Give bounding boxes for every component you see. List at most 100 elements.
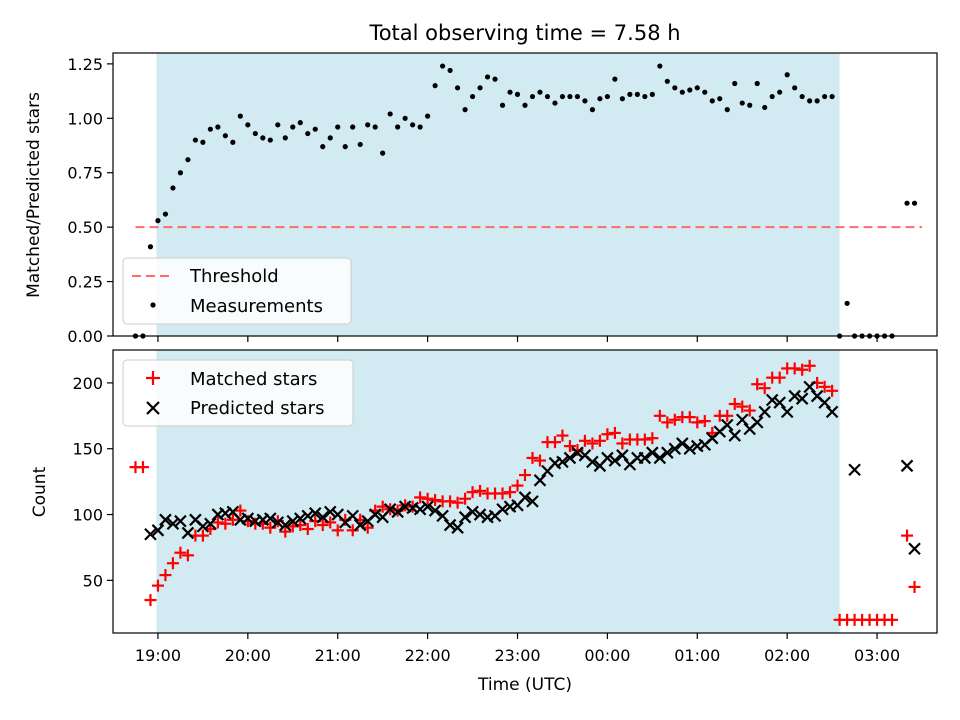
measurement-point: [440, 63, 446, 69]
measurement-point: [702, 89, 708, 95]
bottom-x-tick-label: 21:00: [315, 646, 361, 665]
measurement-point: [387, 111, 393, 117]
matched-star-point: [219, 517, 232, 530]
predicted-star-point: [563, 451, 577, 465]
predicted-star-point: [773, 396, 786, 409]
measurement-point: [717, 96, 723, 102]
matched-star-point: [826, 384, 839, 397]
bottom-x-tick-label: 02:00: [764, 646, 810, 665]
measurement-point: [155, 218, 161, 224]
measurement-point: [484, 74, 491, 80]
measurement-point: [417, 124, 423, 130]
matched-star-point: [886, 613, 899, 626]
predicted-star-point: [204, 517, 217, 531]
measurement-point: [612, 76, 618, 82]
measurement-point: [807, 98, 813, 104]
bottom-x-tick-label: 03:00: [854, 646, 900, 665]
measurement-point: [215, 124, 221, 130]
matched-star-point: [264, 521, 277, 534]
matched-star-point: [586, 437, 599, 450]
matched-star-point: [234, 504, 247, 517]
predicted-star-point: [758, 405, 771, 419]
measurement-point: [619, 96, 625, 102]
predicted-star-point: [803, 380, 816, 394]
predicted-star-point: [661, 446, 674, 459]
measurement-point: [784, 72, 790, 78]
measurement-point: [192, 137, 198, 143]
measurement-point: [320, 144, 326, 150]
matched-star-point: [136, 461, 149, 474]
measurement-point: [747, 102, 753, 108]
bottom-x-tick-label: 19:00: [135, 646, 181, 665]
predicted-star-point: [676, 437, 689, 450]
predicted-star-point: [293, 512, 307, 525]
matched-star-point: [728, 397, 741, 410]
matched-star-point: [444, 495, 457, 508]
predicted-star-point: [556, 455, 569, 469]
predicted-star-point: [301, 509, 315, 523]
predicted-star-point: [735, 413, 749, 427]
predicted-star-point: [151, 524, 165, 537]
predicted-star-point: [458, 510, 472, 524]
matched-star-point: [751, 378, 764, 391]
measurement-point: [814, 98, 820, 104]
measurement-point: [282, 135, 288, 141]
measurement-point: [904, 200, 910, 206]
measurement-point: [567, 93, 573, 100]
measurement-point: [694, 85, 700, 91]
measurement-point: [410, 122, 416, 128]
measurement-point: [514, 91, 521, 97]
matched-star-point: [144, 594, 157, 607]
measurement-point: [222, 133, 228, 139]
measurement-point: [687, 87, 693, 93]
matched-star-point: [901, 529, 914, 542]
predicted-star-point: [166, 517, 180, 531]
measurement-point: [522, 102, 528, 108]
matched-star-point: [616, 437, 629, 450]
measurement-point: [177, 170, 184, 176]
predicted-star-point: [908, 542, 921, 556]
legend-measurements-label: Measurements: [190, 296, 323, 317]
bottom-x-tick-label: 20:00: [225, 646, 271, 665]
predicted-star-point: [780, 405, 794, 419]
bottom-y-axis-label: Count: [30, 466, 50, 517]
matched-star-point: [196, 529, 209, 542]
matched-star-point: [818, 380, 831, 393]
matched-star-point: [736, 400, 749, 413]
measurement-point: [380, 150, 386, 156]
matched-star-point: [773, 371, 786, 384]
measurement-point: [507, 89, 513, 95]
predicted-star-point: [765, 393, 779, 407]
matched-star-point: [556, 429, 569, 442]
chart-title: Total observing time = 7.58 h: [368, 21, 680, 45]
matched-star-point: [174, 546, 187, 559]
measurement-point: [357, 141, 363, 148]
predicted-star-point: [653, 451, 667, 465]
matched-star-point: [504, 486, 517, 499]
measurement-point: [844, 300, 850, 306]
measurement-point: [350, 124, 356, 130]
matched-star-point: [331, 524, 344, 537]
measurement-point: [822, 93, 828, 100]
measurement-point: [627, 91, 633, 97]
predicted-star-point: [241, 512, 255, 525]
measurement-point: [499, 102, 506, 108]
matched-stars-series: [129, 359, 921, 626]
top-y-tick-label: 0.75: [67, 164, 103, 183]
measurement-point: [574, 93, 581, 100]
measurement-point: [544, 93, 551, 100]
predicted-stars-series: [144, 380, 921, 556]
predicted-star-point: [720, 418, 734, 432]
measurement-point: [312, 126, 318, 132]
matched-star-point: [466, 486, 479, 499]
top-y-tick-label: 1.25: [67, 55, 103, 74]
measurement-point: [552, 100, 558, 106]
measurement-point: [469, 93, 476, 100]
predicted-star-point: [181, 526, 195, 540]
matched-star-point: [668, 413, 681, 426]
measurement-point: [732, 80, 738, 87]
top-y-tick-label: 1.00: [67, 109, 103, 128]
predicted-star-point: [383, 502, 397, 516]
matched-star-point: [601, 428, 614, 441]
